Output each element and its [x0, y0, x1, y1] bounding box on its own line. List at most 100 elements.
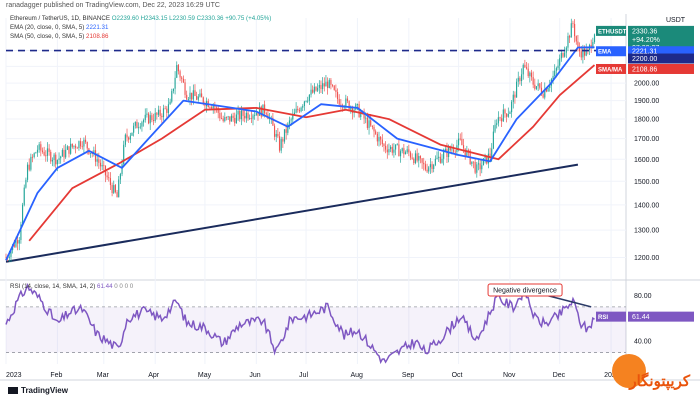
- price-tick-label: 1600.00: [634, 157, 659, 164]
- candle-body: [134, 121, 136, 126]
- candle-body: [350, 107, 352, 110]
- candle-body: [96, 159, 98, 162]
- candle-body: [202, 97, 204, 104]
- candle-body: [184, 82, 186, 95]
- candle-body: [143, 120, 145, 123]
- candle-body: [292, 114, 294, 120]
- candle-body: [453, 149, 455, 152]
- candle-body: [169, 101, 171, 105]
- candle-body: [380, 136, 382, 140]
- candle-body: [186, 94, 188, 100]
- candle-body: [582, 48, 584, 58]
- candle-body: [529, 72, 531, 77]
- candle-body: [481, 165, 483, 170]
- candle-body: [257, 112, 259, 116]
- rsi-series: Negative divergence: [5, 282, 595, 365]
- rsi-legend-extra: 0 0 0 0: [114, 283, 134, 290]
- candle-body: [21, 204, 24, 225]
- candle-body: [484, 155, 486, 159]
- candle-body: [562, 52, 564, 57]
- rsi-tag-value-box: [628, 311, 694, 322]
- candle-body: [76, 147, 78, 149]
- candle-body: [194, 90, 196, 96]
- candle-body: [128, 137, 130, 140]
- candle-body: [191, 92, 193, 100]
- candle-body: [479, 163, 481, 170]
- candle-body: [209, 107, 211, 108]
- candle-body: [439, 156, 441, 163]
- candle-body: [252, 115, 254, 119]
- candle-body: [413, 158, 415, 164]
- candle-body: [152, 120, 155, 121]
- candle-body: [139, 126, 141, 128]
- sma-tag-label: SMA/MA: [598, 67, 623, 73]
- candle-body: [84, 139, 87, 143]
- candle-body: [383, 144, 385, 146]
- time-tick-label: May: [198, 372, 212, 379]
- candle-body: [466, 150, 468, 156]
- candle-body: [164, 108, 166, 110]
- candle-body: [254, 115, 256, 116]
- candle-body: [40, 144, 42, 151]
- candle-body: [234, 117, 236, 124]
- candle-body: [438, 156, 440, 158]
- ema20-line: [5, 46, 595, 261]
- candle-body: [111, 185, 113, 194]
- candle-body: [78, 141, 80, 148]
- candle-body: [371, 125, 373, 127]
- candle-body: [502, 109, 504, 122]
- candle-body: [108, 177, 110, 179]
- candle-body: [507, 113, 509, 117]
- candle-body: [318, 84, 320, 88]
- candle-body: [532, 77, 534, 85]
- price-tick-label: 1200.00: [634, 255, 659, 262]
- time-tick-label: Oct: [452, 372, 463, 379]
- candle-body: [53, 154, 55, 161]
- candle-body: [86, 142, 88, 149]
- candle-body: [75, 145, 77, 148]
- candle-body: [414, 153, 417, 164]
- candle-body: [482, 158, 485, 166]
- candle-body: [497, 117, 499, 124]
- ema-tag-value: 2221.31: [632, 49, 657, 56]
- candle-body: [338, 99, 340, 105]
- candle-body: [317, 87, 319, 91]
- candle-body: [457, 138, 460, 146]
- candle-body: [55, 154, 57, 165]
- candle-body: [459, 138, 461, 140]
- candle-body: [18, 240, 20, 244]
- candle-body: [554, 70, 556, 76]
- candle-body: [214, 105, 216, 108]
- sma-tag-value-box: [628, 63, 694, 74]
- candle-body: [124, 134, 126, 145]
- ethusdt-tag-extra: +94.20%: [632, 37, 660, 44]
- candle-body: [411, 157, 413, 159]
- level-tag-value: 2200.00: [632, 56, 657, 63]
- sma-tag-label-box: [596, 63, 626, 74]
- candle-body: [534, 84, 536, 89]
- candle-body: [327, 81, 329, 88]
- candle-body: [431, 164, 433, 170]
- candle-body: [43, 151, 45, 156]
- candle-body: [302, 106, 304, 108]
- candle-body: [144, 114, 146, 121]
- candle-body: [5, 257, 7, 259]
- candle-body: [345, 98, 347, 107]
- candle-body: [434, 158, 436, 165]
- candle-body: [385, 145, 387, 150]
- candle-body: [474, 162, 476, 173]
- candle-body: [260, 106, 262, 117]
- candle-body: [323, 83, 325, 87]
- candle-body: [593, 34, 596, 43]
- candle-body: [273, 125, 276, 137]
- candle-body: [133, 125, 135, 133]
- candle-body: [393, 149, 395, 153]
- watermark-text: کریپتونگار: [629, 373, 690, 390]
- candle-body: [544, 88, 546, 98]
- candle-body: [416, 153, 418, 161]
- candle-body: [322, 83, 324, 90]
- candle-body: [41, 150, 44, 152]
- time-tick-label: 2024: [604, 372, 620, 379]
- candle-body: [8, 256, 10, 258]
- candle-body: [287, 123, 289, 133]
